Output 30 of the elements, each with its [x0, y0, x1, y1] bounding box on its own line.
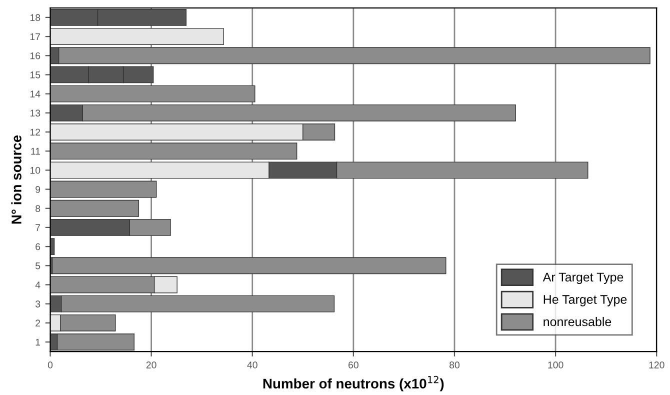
y-tick-label: 17: [30, 33, 40, 40]
x-tick-label: 80: [450, 362, 460, 368]
y-tick-label: 16: [30, 52, 40, 60]
y-tick-label: 12: [30, 128, 40, 136]
legend-label: Ar Target Type: [542, 272, 624, 284]
y-tick-label: 14: [30, 90, 40, 98]
y-tick-label: 18: [30, 14, 40, 22]
y-tick-label: 7: [36, 224, 40, 231]
y-tick-label: 5: [36, 262, 40, 270]
y-tick-label: 13: [30, 110, 40, 117]
y-tick-label: 10: [30, 166, 40, 174]
y-tick-label: 1: [36, 338, 40, 346]
x-tick-label: 20: [146, 362, 156, 368]
x-tick-label: 100: [548, 362, 564, 368]
y-tick-label: 3: [35, 300, 40, 308]
y-tick-label: 6: [36, 243, 40, 250]
y-axis-title: N° ion source: [11, 135, 22, 224]
y-tick-label: 8: [36, 205, 40, 212]
x-tick-label: 60: [348, 362, 358, 368]
x-tick-label: 120: [649, 362, 664, 368]
legend-label: nonreusable: [544, 316, 612, 326]
y-tick-label: 15: [30, 72, 40, 78]
y-tick-label: 2: [36, 320, 40, 326]
x-tick-label: 40: [247, 362, 258, 368]
x-axis-title: Number of neutrons (x10$^{12}$): [263, 376, 444, 392]
x-tick-label: 0: [48, 362, 53, 368]
y-tick-label: 9: [36, 186, 40, 193]
y-tick-label: 4: [35, 282, 40, 288]
y-tick-label: 11: [31, 148, 40, 155]
legend-label: He Target Type: [544, 295, 627, 306]
